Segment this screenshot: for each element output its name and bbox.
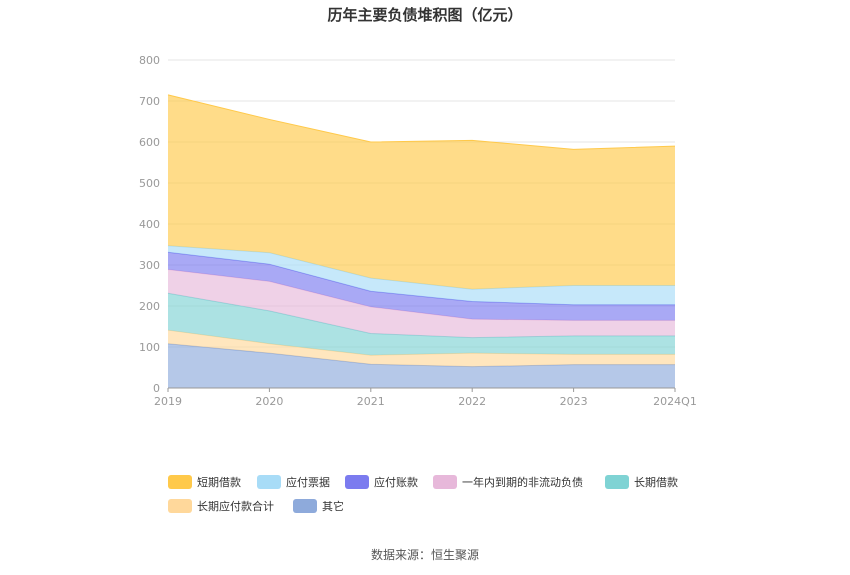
legend-label: 短期借款 <box>197 475 241 489</box>
legend-label: 长期借款 <box>634 475 678 489</box>
x-tick-label: 2021 <box>357 395 385 408</box>
area-series-应付账款[interactable] <box>168 252 675 321</box>
legend-item[interactable]: 长期借款 <box>605 475 678 489</box>
area-series-长期借款[interactable] <box>168 293 675 356</box>
legend-label: 一年内到期的非流动负债 <box>462 475 583 489</box>
legend-swatch <box>605 475 629 489</box>
legend-label: 长期应付款合计 <box>197 499 274 513</box>
axes: 0 100 200 300 400 500 600 700 800 2019 2020 2021 202… <box>139 54 697 408</box>
y-tick-label: 600 <box>139 136 160 149</box>
legend-item[interactable]: 应付票据 <box>257 475 330 489</box>
legend-swatch <box>168 475 192 489</box>
legend-label: 应付账款 <box>374 475 418 489</box>
area-series-一年内到期的非流动负债[interactable] <box>168 269 675 338</box>
legend-swatch <box>257 475 281 489</box>
x-tick-label: 2022 <box>458 395 486 408</box>
legend-item[interactable]: 长期应付款合计 <box>168 499 274 513</box>
legend-label: 应付票据 <box>286 475 330 489</box>
legend-item[interactable]: 一年内到期的非流动负债 <box>433 475 583 489</box>
legend-item[interactable]: 短期借款 <box>168 475 241 489</box>
legend-swatch <box>293 499 317 513</box>
source-note: 数据来源：恒生聚源 <box>371 547 479 562</box>
legend-item[interactable]: 其它 <box>293 499 344 513</box>
y-tick-label: 400 <box>139 218 160 231</box>
y-tick-label: 700 <box>139 95 160 108</box>
y-tick-label: 100 <box>139 341 160 354</box>
chart-title: 历年主要负债堆积图（亿元） <box>327 6 522 24</box>
y-tick-label: 800 <box>139 54 160 67</box>
series-line-短期借款 <box>167 94 676 150</box>
area-series-长期应付款合计[interactable] <box>168 330 675 367</box>
y-tick-label: 300 <box>139 259 160 272</box>
legend-swatch <box>168 499 192 513</box>
x-tick-label: 2020 <box>255 395 283 408</box>
x-tick-label: 2023 <box>560 395 588 408</box>
legend-label: 其它 <box>322 499 344 513</box>
legend-swatch <box>433 475 457 489</box>
x-tick-label: 2024Q1 <box>653 395 697 408</box>
y-tick-label: 200 <box>139 300 160 313</box>
y-tick-label: 0 <box>153 382 160 395</box>
legend-item[interactable]: 应付账款 <box>345 475 418 489</box>
x-tick-label: 2019 <box>154 395 182 408</box>
area-series-短期借款[interactable] <box>168 94 675 290</box>
legend-swatch <box>345 475 369 489</box>
area-layers <box>167 94 676 388</box>
y-tick-label: 500 <box>139 177 160 190</box>
area-series-应付票据[interactable] <box>168 245 675 305</box>
